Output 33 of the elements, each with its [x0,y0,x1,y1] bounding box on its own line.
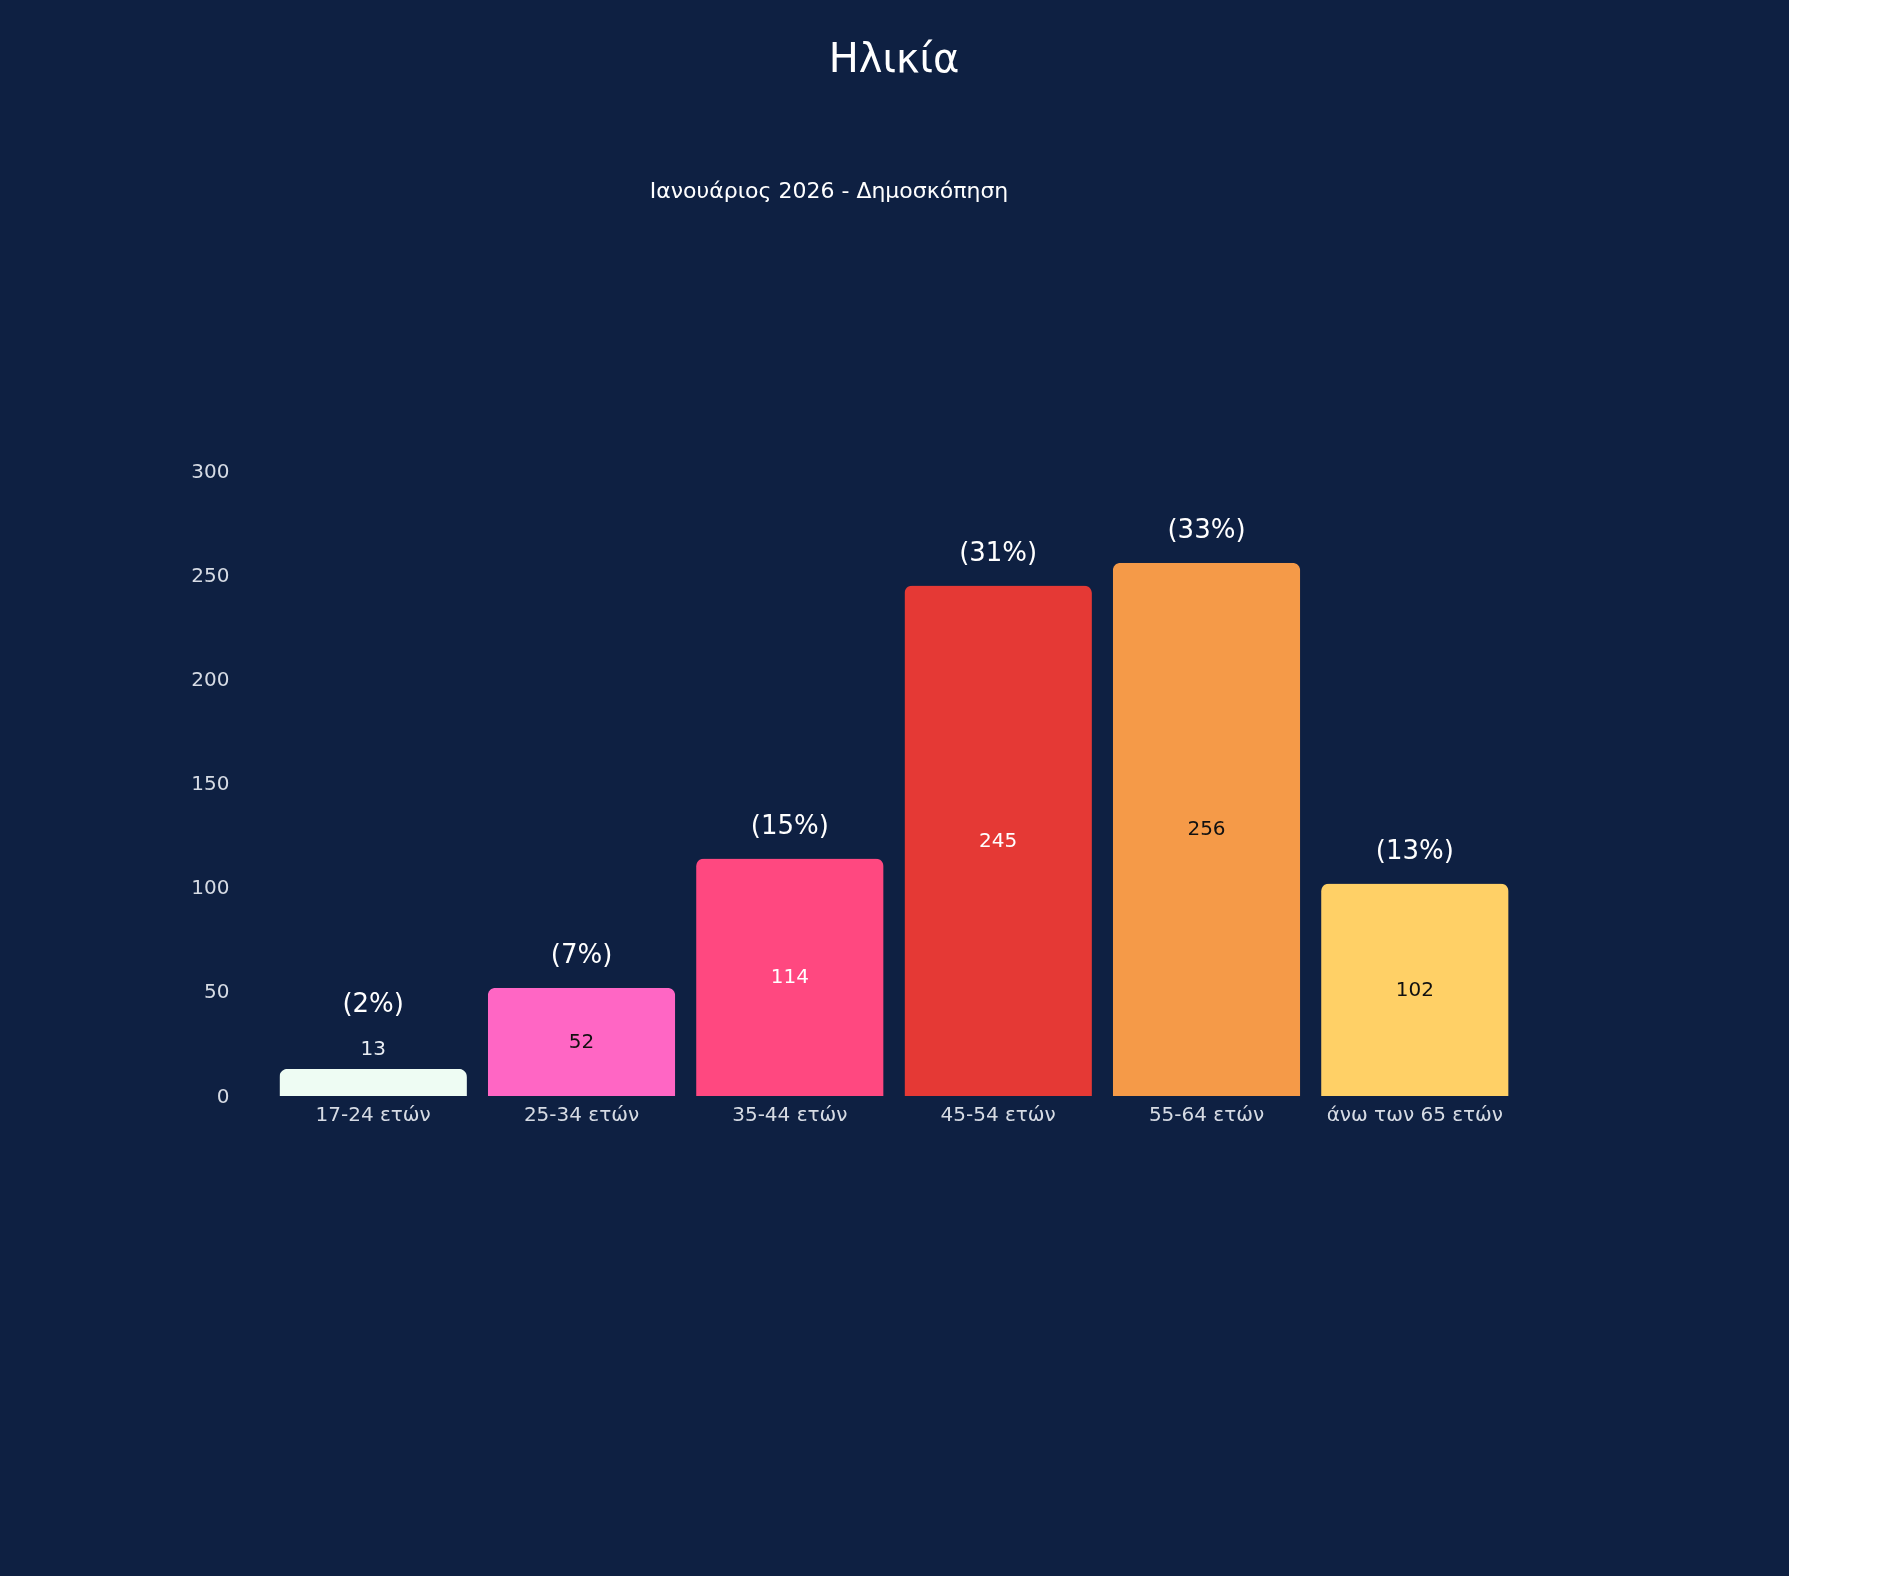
data-label: 114 [770,964,809,989]
annotation: (2%) [342,987,404,1018]
y-tick-label: 150 [191,771,230,795]
data-label: 52 [568,1028,595,1053]
x-tick-label: άνω των 65 ετών [1326,1101,1504,1126]
x-tick-label: 35-44 ετών [732,1101,848,1126]
annotation: (31%) [959,536,1038,567]
annotation: (13%) [1375,834,1454,865]
x-tick-label: 55-64 ετών [1148,1101,1265,1126]
annotation: (33%) [1167,513,1246,544]
bar [904,585,1092,1096]
annotation: (15%) [750,809,829,840]
data-label: 256 [1187,816,1226,841]
y-tick-label: 100 [191,875,230,900]
y-tick-label: 0 [216,1083,230,1108]
y-tick-label: 50 [204,979,230,1004]
data-label: 13 [360,1035,386,1060]
bar [1112,562,1301,1096]
bar [279,1068,467,1096]
y-tick-label: 200 [191,666,230,691]
data-label: 102 [1395,976,1434,1001]
chart-subtitle: Ιανουάριος 2026 - Δημοσκόπηση [649,178,1009,203]
annotation: (7%) [550,938,613,969]
bar [487,987,676,1096]
y-tick-label: 300 [191,458,230,483]
x-tick-label: 17-24 ετών [315,1101,431,1126]
bar [1321,883,1509,1096]
x-tick-label: 25-34 ετών [523,1101,640,1126]
x-tick-label: 45-54 ετών [940,1101,1056,1126]
bar [696,858,884,1096]
data-label: 245 [979,827,1018,852]
chart-title: Ηλικία [828,35,960,81]
y-tick-label: 250 [191,562,230,587]
